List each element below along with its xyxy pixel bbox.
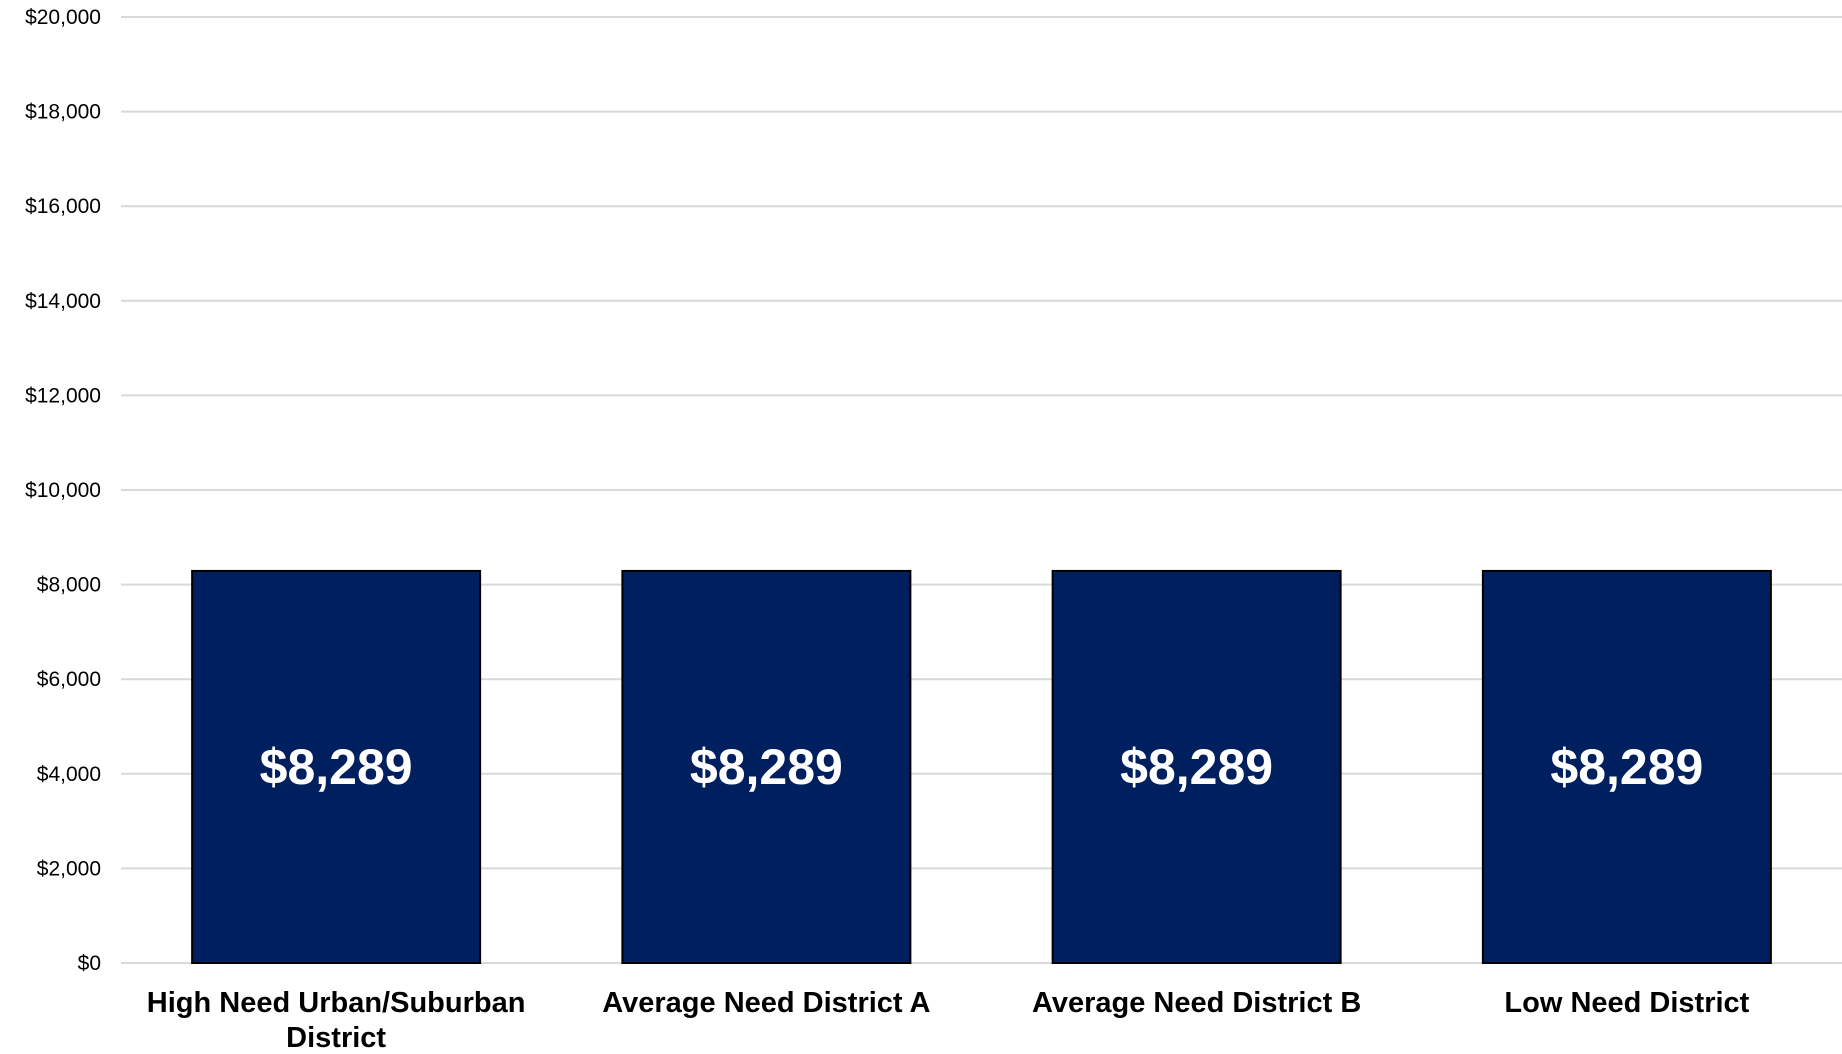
x-axis-category-labels: High Need Urban/Suburban District Average … (147, 987, 1750, 1054)
y-tick-label: $12,000 (25, 384, 101, 407)
bar (1051, 569, 1342, 964)
y-tick-label: $20,000 (25, 6, 101, 29)
data-label: $8,289 (1550, 739, 1703, 795)
y-tick-label: $4,000 (37, 763, 101, 786)
x-category-label-line: Low Need District (1504, 987, 1749, 1019)
y-axis-tick-labels: $0 $2,000 $4,000 $6,000 $8,000 $10,000 $12,000… (25, 6, 101, 975)
x-category-label: Average Need District A (602, 987, 930, 1019)
x-category-label-line: District (286, 1022, 386, 1054)
x-category-label-line: Average Need District B (1032, 987, 1361, 1019)
data-label: $8,289 (1120, 739, 1273, 795)
y-tick-label: $10,000 (25, 479, 101, 502)
y-tick-label: $6,000 (37, 668, 101, 691)
bar (191, 569, 482, 964)
y-tick-label: $16,000 (25, 195, 101, 218)
data-labels: $8,289 $8,289 $8,289 $8,289 (260, 739, 1704, 795)
bar (621, 569, 912, 964)
x-category-label-line: Average Need District A (602, 987, 930, 1019)
data-label: $8,289 (690, 739, 843, 795)
data-label: $8,289 (260, 739, 413, 795)
y-tick-label: $18,000 (25, 101, 101, 124)
y-tick-label: $14,000 (25, 290, 101, 313)
x-category-label: Low Need District (1504, 987, 1749, 1019)
bar (1481, 569, 1772, 964)
x-category-label: Average Need District B (1032, 987, 1361, 1019)
x-category-label-line: High Need Urban/Suburban (147, 987, 526, 1019)
x-category-label: High Need Urban/Suburban District (147, 987, 526, 1054)
bars (191, 569, 1772, 964)
y-tick-label: $2,000 (37, 857, 101, 880)
y-tick-label: $0 (78, 952, 101, 975)
y-tick-label: $8,000 (37, 574, 101, 597)
